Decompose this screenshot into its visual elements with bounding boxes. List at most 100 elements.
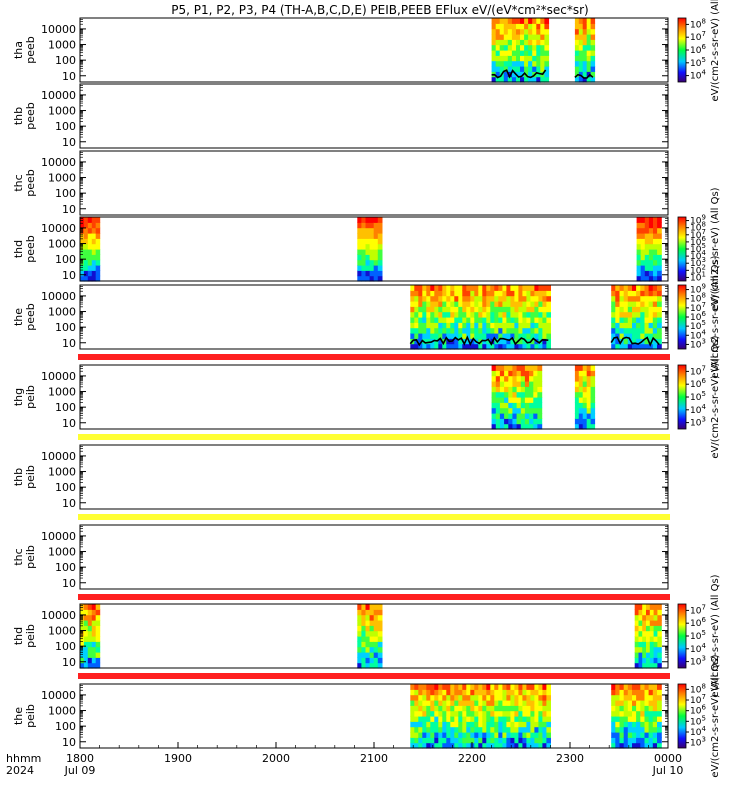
colorbar [677, 683, 687, 749]
spectrogram-cell [582, 34, 588, 40]
spectrogram-cell [653, 657, 658, 664]
spectrogram-cell [454, 742, 459, 749]
spectrogram-cell [83, 662, 89, 669]
spectrogram-cell [524, 407, 530, 414]
spectrogram-cell [434, 290, 439, 297]
spectrogram-cell [652, 290, 658, 297]
spectrogram-cell [524, 50, 529, 56]
spectrogram-cell [495, 391, 501, 398]
spectrogram-cell [640, 259, 646, 266]
spectrogram-cell [377, 275, 383, 282]
spectrogram-cell [490, 716, 495, 722]
spectrogram-cell [644, 217, 650, 223]
spectrogram-cell [615, 338, 621, 345]
spectrogram-cell [532, 34, 537, 40]
spectrogram-cell [357, 620, 362, 626]
spectrogram-cell [414, 726, 419, 733]
spectrogram-cell [657, 700, 662, 706]
spectrogram-cell [442, 301, 447, 307]
spectrogram-cell [434, 710, 439, 717]
spectrogram-cell [590, 50, 596, 56]
spectrogram-cell [657, 726, 662, 733]
spectrogram-cell [506, 716, 511, 722]
spectrogram-cell [526, 327, 531, 334]
spectrogram-cell [632, 726, 637, 733]
spectrogram-cell [533, 397, 539, 403]
spectrogram-cell [414, 700, 419, 706]
spectrogram-cell [642, 614, 647, 621]
spectrogram-cell [482, 742, 487, 749]
spectrogram-cell [642, 652, 647, 658]
spectrogram-cell [414, 710, 419, 717]
spectrogram-cell [414, 322, 419, 329]
spectrogram-cell [518, 732, 523, 738]
spectrogram-cell [640, 217, 646, 223]
spectrogram-cell [536, 76, 541, 83]
spectrogram-cell [619, 343, 625, 350]
spectrogram-cell [652, 737, 658, 744]
spectrogram-cell [506, 306, 511, 313]
spectrogram-cell [442, 295, 447, 302]
spectrogram-cell [495, 397, 501, 403]
spectrogram-cell [510, 721, 515, 728]
spectrogram-cell [491, 34, 497, 40]
spectrogram-cell [83, 243, 89, 250]
spectrogram-cell [498, 301, 503, 307]
spectrogram-cell [446, 290, 451, 297]
spectrogram-cell [510, 694, 515, 701]
spectrogram-cell [434, 333, 439, 339]
spectrogram-cell [491, 370, 497, 377]
spectrogram-cell [648, 732, 654, 738]
spectrogram-cell [542, 343, 547, 350]
spectrogram-cell [490, 301, 495, 307]
spectrogram-cell [83, 265, 89, 271]
spectrogram-cell [430, 710, 435, 717]
spectrogram-cell [540, 23, 545, 30]
spectrogram-cell [510, 700, 515, 706]
spectrogram-cell [410, 716, 415, 722]
spectrogram-cell [518, 333, 523, 339]
spectrogram-cell [537, 397, 543, 403]
spectrogram-cell [410, 333, 415, 339]
spectrogram-cell [510, 732, 515, 738]
spectrogram-cell [652, 338, 658, 345]
spectrogram-cell [619, 306, 625, 313]
spectrogram-cell [514, 700, 519, 706]
panel-ylabel-product: peib [24, 465, 37, 489]
spectrogram-cell [357, 265, 362, 271]
spectrogram-cell [649, 646, 655, 653]
spectrogram-cell [458, 327, 463, 334]
spectrogram-cell [474, 322, 479, 329]
spectrogram-cell [516, 39, 521, 46]
spectrogram-cell [410, 694, 415, 701]
spectrogram-cell [642, 657, 647, 664]
spectrogram-cell [619, 726, 625, 733]
y-tick-label: 10 [62, 656, 76, 669]
spectrogram-cell [582, 386, 588, 393]
spectrogram-cell [490, 700, 495, 706]
spectrogram-cell [522, 689, 527, 696]
spectrogram-cell [538, 295, 543, 302]
panel-frame [79, 17, 669, 83]
spectrogram-cell [644, 285, 650, 291]
spectrogram-cell [590, 44, 596, 51]
spectrogram-cell [474, 301, 479, 307]
spectrogram-cell [514, 742, 519, 749]
spectrogram-cell [410, 732, 415, 738]
spectrogram-cell [494, 322, 499, 329]
spectrogram-cell [627, 684, 633, 690]
spectrogram-cell [482, 700, 487, 706]
spectrogram-cell [450, 716, 455, 722]
spectrogram-cell [422, 716, 427, 722]
figure-title: P5, P1, P2, P3, P4 (TH-A,B,C,D,E) PEIB,P… [171, 3, 588, 17]
spectrogram-cell [87, 620, 93, 626]
spectrogram-cell [446, 705, 451, 712]
spectrogram-cell [91, 614, 97, 621]
x-tick-label: 1900 [164, 752, 192, 765]
spectrogram-cell [522, 333, 527, 339]
spectrogram-cell [482, 322, 487, 329]
spectrogram-cell [578, 55, 584, 62]
spectrogram-cell [522, 322, 527, 329]
spectrogram-cell [365, 646, 371, 653]
